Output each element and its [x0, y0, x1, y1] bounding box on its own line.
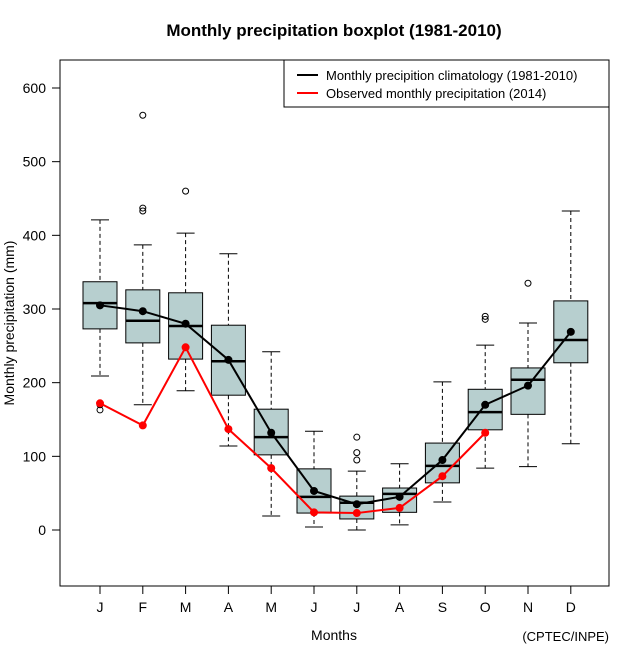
climatology-point [224, 355, 233, 364]
outlier-point [139, 204, 147, 212]
climatology-point [96, 301, 104, 310]
y-tick-label: 100 [23, 448, 47, 464]
legend-box [283, 59, 610, 108]
observed-point [352, 509, 361, 518]
y-tick-label: 200 [23, 375, 47, 391]
y-tick-label: 300 [23, 301, 47, 317]
climatology-line [99, 304, 572, 506]
y-tick-label: 400 [23, 227, 47, 243]
chart-title: Monthly precipitation boxplot (1981-2010… [166, 21, 501, 40]
legend-label-observed: Observed monthly precipitation (2014) [326, 86, 546, 101]
outlier-point [524, 279, 532, 287]
box-4 [210, 253, 246, 447]
climatology-point [310, 486, 318, 495]
credit-label: (CPTEC/INPE) [522, 629, 609, 644]
observed-point [138, 421, 147, 430]
observed-point [481, 428, 490, 437]
observed-point [181, 343, 190, 352]
boxes [82, 111, 589, 531]
box-11 [510, 279, 546, 468]
legend: Monthly precipition climatology (1981-20… [283, 59, 610, 108]
y-tick-label: 500 [23, 154, 47, 170]
x-tick-label: M [265, 599, 277, 615]
x-tick-label: S [438, 599, 447, 615]
observed-point [224, 425, 233, 434]
iqr-box [125, 289, 161, 344]
y-axis-label: Monthly precipitation (mm) [1, 241, 17, 406]
observed-line [99, 345, 486, 515]
observed-point [310, 508, 318, 517]
y-tick-label: 0 [38, 522, 46, 538]
box-1 [82, 219, 118, 414]
box-3 [168, 187, 204, 392]
observed-point [395, 503, 404, 512]
box-2 [125, 111, 161, 406]
outlier-point [182, 187, 190, 195]
x-axis-label: Months [311, 627, 357, 643]
climatology-point [524, 381, 532, 390]
outlier-point [353, 433, 361, 441]
outlier-point [353, 456, 361, 464]
outlier-point [139, 111, 147, 119]
x-tick-label: F [139, 599, 148, 615]
outlier-point [139, 207, 147, 215]
x-tick-label: J [311, 599, 318, 615]
observed-point [267, 464, 276, 473]
climatology-point [138, 307, 147, 316]
climatology-point [267, 428, 276, 437]
iqr-box [467, 388, 503, 431]
x-tick-label: O [480, 599, 491, 615]
x-tick-label: J [353, 599, 360, 615]
climatology-point [181, 319, 190, 328]
observed-point [96, 399, 104, 408]
climatology-point [438, 456, 447, 465]
climatology-point [481, 400, 490, 409]
outlier-point [353, 449, 361, 457]
x-tick-label: M [180, 599, 192, 615]
x-tick-label: D [566, 599, 576, 615]
box-12 [553, 210, 589, 445]
climatology-point [395, 492, 404, 501]
legend-label-climatology: Monthly precipition climatology (1981-20… [326, 68, 577, 83]
climatology-point [352, 500, 361, 509]
series-lines [96, 301, 575, 518]
observed-point [438, 472, 447, 481]
x-tick-label: A [395, 599, 405, 615]
y-axis: 0 100 200 300 400 500 600 [23, 80, 60, 538]
outlier-point [481, 315, 489, 323]
outlier-point [481, 312, 489, 320]
climatology-point [566, 327, 575, 336]
x-tick-label: A [224, 599, 234, 615]
y-tick-label: 600 [23, 80, 47, 96]
x-tick-label: N [523, 599, 533, 615]
x-tick-label: J [97, 599, 104, 615]
